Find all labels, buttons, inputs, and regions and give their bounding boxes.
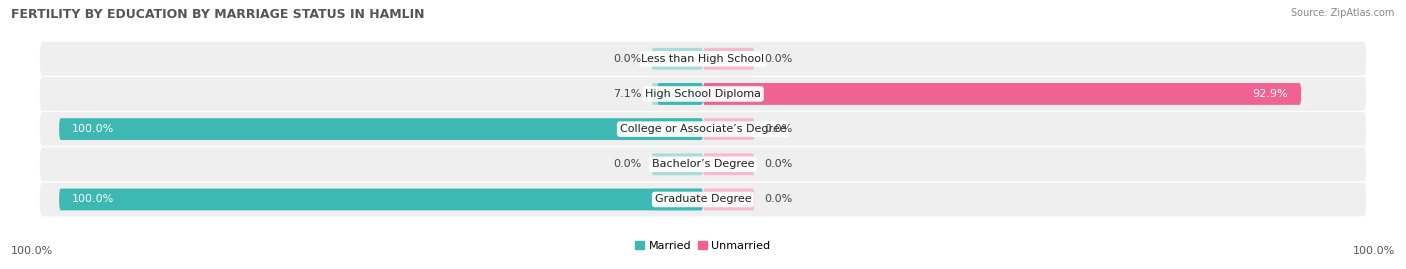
FancyBboxPatch shape bbox=[703, 153, 755, 175]
FancyBboxPatch shape bbox=[703, 83, 755, 105]
Text: 0.0%: 0.0% bbox=[765, 124, 793, 134]
FancyBboxPatch shape bbox=[39, 147, 1367, 181]
Text: 100.0%: 100.0% bbox=[72, 194, 114, 204]
Text: 100.0%: 100.0% bbox=[11, 246, 53, 256]
Text: 0.0%: 0.0% bbox=[765, 194, 793, 204]
Text: 0.0%: 0.0% bbox=[613, 54, 641, 64]
FancyBboxPatch shape bbox=[651, 83, 703, 105]
Text: 0.0%: 0.0% bbox=[765, 159, 793, 169]
FancyBboxPatch shape bbox=[39, 42, 1367, 76]
FancyBboxPatch shape bbox=[39, 183, 1367, 216]
Text: Graduate Degree: Graduate Degree bbox=[655, 194, 751, 204]
Text: 100.0%: 100.0% bbox=[72, 124, 114, 134]
Text: Source: ZipAtlas.com: Source: ZipAtlas.com bbox=[1291, 8, 1395, 18]
Text: FERTILITY BY EDUCATION BY MARRIAGE STATUS IN HAMLIN: FERTILITY BY EDUCATION BY MARRIAGE STATU… bbox=[11, 8, 425, 21]
Text: High School Diploma: High School Diploma bbox=[645, 89, 761, 99]
Text: 0.0%: 0.0% bbox=[765, 54, 793, 64]
FancyBboxPatch shape bbox=[703, 118, 755, 140]
FancyBboxPatch shape bbox=[651, 48, 703, 70]
Text: 0.0%: 0.0% bbox=[613, 159, 641, 169]
FancyBboxPatch shape bbox=[651, 118, 703, 140]
Legend: Married, Unmarried: Married, Unmarried bbox=[631, 236, 775, 255]
FancyBboxPatch shape bbox=[651, 189, 703, 210]
FancyBboxPatch shape bbox=[59, 189, 703, 210]
FancyBboxPatch shape bbox=[703, 189, 755, 210]
Text: 92.9%: 92.9% bbox=[1253, 89, 1288, 99]
FancyBboxPatch shape bbox=[39, 77, 1367, 111]
Text: 7.1%: 7.1% bbox=[613, 89, 641, 99]
FancyBboxPatch shape bbox=[39, 112, 1367, 146]
Text: Less than High School: Less than High School bbox=[641, 54, 765, 64]
FancyBboxPatch shape bbox=[703, 83, 1301, 105]
FancyBboxPatch shape bbox=[59, 118, 703, 140]
FancyBboxPatch shape bbox=[703, 48, 755, 70]
Text: College or Associate’s Degree: College or Associate’s Degree bbox=[620, 124, 786, 134]
FancyBboxPatch shape bbox=[651, 153, 703, 175]
FancyBboxPatch shape bbox=[657, 83, 703, 105]
Text: Bachelor’s Degree: Bachelor’s Degree bbox=[652, 159, 754, 169]
Text: 100.0%: 100.0% bbox=[1353, 246, 1395, 256]
